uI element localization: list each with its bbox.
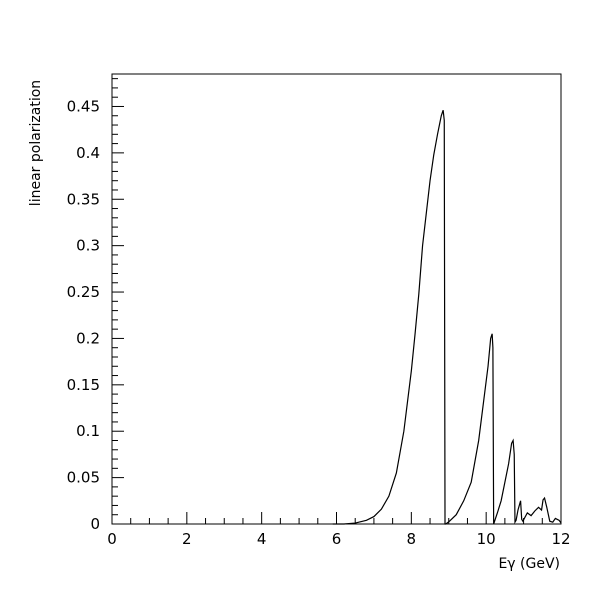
y-axis-title: linear polarization [28,80,44,206]
series-line-polarization [332,109,562,525]
x-axis-ticks [111,512,562,524]
x-tick-label: 6 [332,530,342,548]
x-tick-label: 10 [477,530,496,548]
y-tick-label: 0.25 [67,283,100,301]
y-tick-label: 0.45 [67,97,100,115]
y-tick-label: 0 [90,515,100,533]
y-axis-tick-labels: 0 0.05 0.1 0.15 0.2 0.25 0.3 0.35 0.4 0.45 [67,97,100,533]
y-tick-label: 0.3 [76,237,100,255]
x-axis-tick-labels: 0 2 4 6 8 10 12 [107,530,570,548]
x-tick-label: 4 [257,530,267,548]
y-tick-label: 0.35 [67,190,100,208]
x-tick-label: 12 [551,530,570,548]
y-tick-label: 0.05 [67,469,100,487]
y-tick-label: 0.4 [76,144,100,162]
x-tick-label: 2 [182,530,192,548]
y-tick-label: 0.15 [67,376,100,394]
x-axis-title: Eγ (GeV) [498,556,560,572]
x-tick-label: 8 [407,530,417,548]
x-tick-label: 0 [107,530,117,548]
y-tick-label: 0.1 [76,422,100,440]
y-tick-label: 0.2 [76,329,100,347]
y-axis-ticks [112,78,124,525]
